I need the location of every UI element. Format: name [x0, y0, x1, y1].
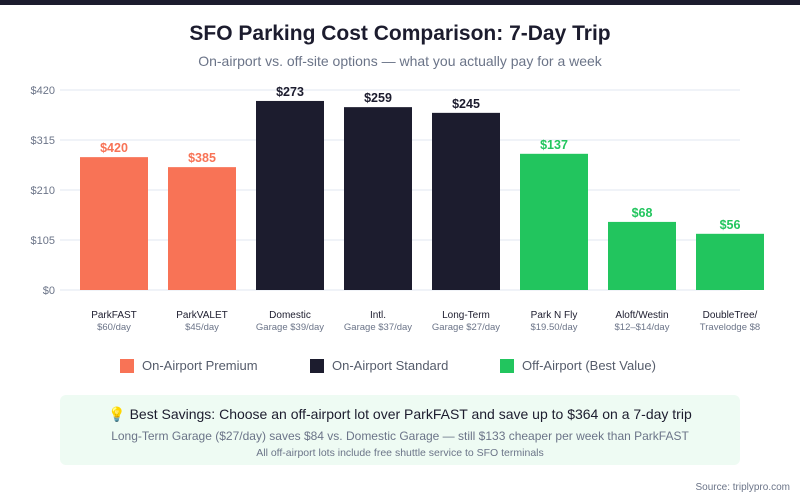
- bar: [344, 107, 412, 291]
- chart-title: SFO Parking Cost Comparison: 7-Day Trip: [189, 22, 611, 45]
- x-tick-label: ParkVALET: [176, 310, 228, 321]
- source-credit: Source: triplypro.com: [695, 482, 790, 493]
- data-label: $259: [364, 91, 392, 105]
- bar: [256, 100, 324, 290]
- legend-item-standard: On-Airport Standard: [310, 358, 500, 373]
- x-tick-sublabel: $60/day: [97, 322, 131, 333]
- bar: [520, 153, 588, 290]
- legend-item-premium: On-Airport Premium: [120, 358, 310, 373]
- lightbulb-icon: 💡: [108, 406, 126, 422]
- bar: [608, 221, 676, 290]
- x-tick-sublabel: $12–$14/day: [615, 322, 670, 333]
- legend: On-Airport Premium On-Airport Standard O…: [120, 358, 690, 373]
- data-label: $68: [632, 206, 653, 220]
- data-label: $245: [452, 97, 480, 111]
- x-tick-sublabel: Garage $39/day: [256, 322, 324, 333]
- top-accent-bar: [0, 0, 800, 5]
- bar: [168, 167, 236, 290]
- y-tick-label: $105: [31, 235, 55, 247]
- data-label: $385: [188, 151, 216, 165]
- bar: [80, 157, 148, 290]
- callout-note: All off-airport lots include free shuttl…: [256, 447, 544, 459]
- x-tick-label: ParkFAST: [91, 310, 137, 321]
- bar-chart: $0 $105 $210 $315 $420 $420 ParkFAST$60/day $38…: [31, 85, 764, 333]
- legend-swatch: [500, 358, 514, 373]
- x-tick-sublabel: $19.50/day: [530, 322, 577, 333]
- y-tick-label: $315: [31, 135, 55, 147]
- y-tick-label: $0: [43, 285, 55, 297]
- legend-item-offairport: Off-Airport (Best Value): [500, 358, 690, 373]
- data-label: $420: [100, 141, 128, 155]
- chart-subtitle: On-airport vs. off-site options — what y…: [198, 53, 602, 69]
- data-label: $137: [540, 138, 568, 152]
- x-tick-sublabel: Travelodge $8: [700, 322, 760, 333]
- x-tick-sublabel: Garage $37/day: [344, 322, 412, 333]
- x-tick-sublabel: Garage $27/day: [432, 322, 500, 333]
- x-tick-label: Intl.: [370, 310, 386, 321]
- y-tick-label: $420: [31, 85, 55, 97]
- x-tick-label: Domestic: [269, 310, 311, 321]
- legend-swatch: [120, 358, 134, 373]
- bar: [432, 112, 500, 290]
- data-label: $273: [276, 85, 304, 99]
- legend-label: On-Airport Premium: [142, 358, 258, 373]
- legend-swatch: [310, 358, 324, 373]
- x-tick-label: Aloft/Westin: [615, 310, 668, 321]
- callout-headline: Best Savings: Choose an off-airport lot …: [129, 406, 692, 422]
- x-tick-label: Long-Term: [442, 310, 490, 321]
- data-label: $56: [720, 218, 741, 232]
- x-tick-label: DoubleTree/: [703, 310, 758, 321]
- bar: [696, 233, 764, 290]
- savings-callout: 💡 Best Savings: Choose an off-airport lo…: [60, 395, 740, 465]
- legend-label: On-Airport Standard: [332, 358, 449, 373]
- callout-detail: Long-Term Garage ($27/day) saves $84 vs.…: [111, 429, 689, 443]
- x-tick-label: Park N Fly: [531, 310, 578, 321]
- x-tick-sublabel: $45/day: [185, 322, 219, 333]
- y-tick-label: $210: [31, 185, 55, 197]
- legend-label: Off-Airport (Best Value): [522, 358, 656, 373]
